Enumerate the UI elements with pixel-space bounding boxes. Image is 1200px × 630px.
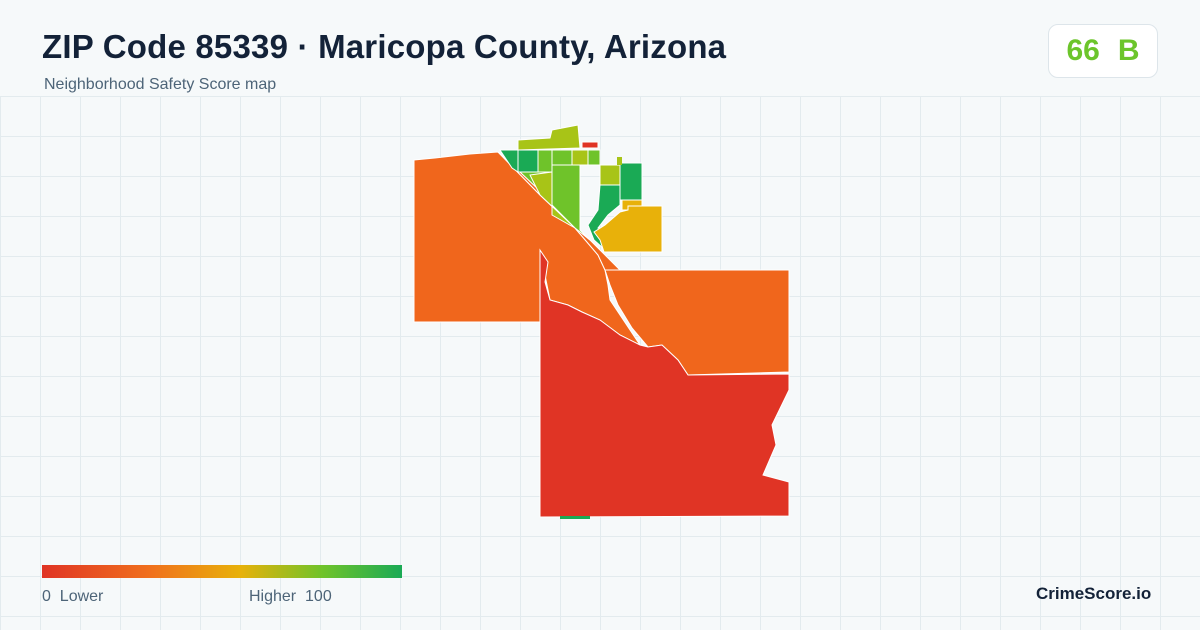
map-region-north-cell-5[interactable] (587, 149, 601, 166)
safety-score-grade: B (1117, 34, 1140, 67)
brand-logo-text[interactable]: CrimeScore.io (1036, 584, 1152, 603)
legend-min-value: 0 (42, 588, 51, 605)
header-band (0, 0, 1200, 96)
page-subtitle: Neighborhood Safety Score map (44, 76, 277, 93)
page-title: ZIP Code 85339 · Maricopa County, Arizon… (42, 28, 727, 65)
map-region-east-tick[interactable] (617, 157, 622, 165)
map-region-north-cell-2[interactable] (537, 149, 553, 173)
map-region-east-lime[interactable] (599, 164, 621, 186)
map-region-north-tip[interactable] (581, 141, 599, 149)
map-region-east-green[interactable] (619, 162, 643, 201)
map-region-north-cell-3[interactable] (551, 149, 573, 166)
map-region-yellow-block[interactable] (593, 205, 663, 253)
legend-min-label: Lower (59, 588, 104, 605)
map-region-north-cell-4[interactable] (571, 149, 589, 166)
legend-max: Higher 100 (249, 588, 332, 606)
legend-min: 0 Lower (42, 588, 103, 606)
legend-gradient-bar (42, 565, 402, 578)
map-region-central-lime[interactable] (529, 171, 576, 229)
map-region-south[interactable] (539, 248, 790, 518)
safety-score-badge: 66 B (1048, 24, 1158, 78)
map-region-north-cell-1[interactable] (517, 149, 539, 173)
legend-max-value: 100 (305, 588, 332, 605)
safety-score-value: 66 (1066, 34, 1100, 67)
legend-max-label: Higher (249, 588, 297, 605)
map-region-north-top[interactable] (517, 124, 581, 151)
map-region-south-sliver[interactable] (560, 516, 590, 519)
